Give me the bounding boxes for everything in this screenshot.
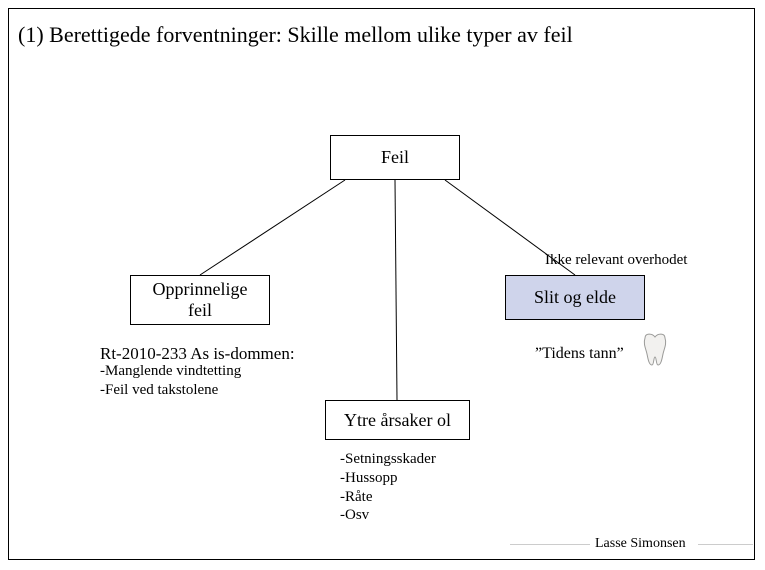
external-line: -Hussopp [340,469,436,488]
footer-line-right [698,544,753,545]
wear-note: ”Tidens tann” [535,345,624,363]
footer-author: Lasse Simonsen [595,536,686,552]
case-lines: -Manglende vindtetting -Feil ved takstol… [100,362,241,400]
case-line: -Feil ved takstolene [100,381,241,400]
external-line: -Setningsskader [340,450,436,469]
external-line: -Råte [340,488,436,507]
node-original: Opprinnelige feil [130,275,270,325]
footer-line-left [510,544,590,545]
external-list: -Setningsskader -Hussopp -Råte -Osv [340,450,436,525]
node-root: Feil [330,135,460,180]
node-external: Ytre årsaker ol [325,400,470,440]
slide-title: (1) Berettigede forventninger: Skille me… [18,22,573,48]
annotation-irrelevant: Ikke relevant overhodet [545,252,687,269]
case-line: -Manglende vindtetting [100,362,241,381]
external-line: -Osv [340,506,436,525]
node-wear: Slit og elde [505,275,645,320]
tooth-icon [640,332,670,366]
case-heading: Rt-2010-233 As is-dommen: [100,344,295,364]
